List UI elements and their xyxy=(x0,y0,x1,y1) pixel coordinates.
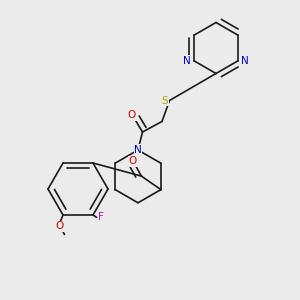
Text: S: S xyxy=(161,95,168,106)
Text: N: N xyxy=(183,56,191,66)
Text: N: N xyxy=(241,56,249,66)
Text: N: N xyxy=(134,145,142,155)
Text: O: O xyxy=(128,110,136,121)
Text: O: O xyxy=(128,156,136,166)
Text: O: O xyxy=(56,221,64,231)
Text: F: F xyxy=(98,212,104,222)
